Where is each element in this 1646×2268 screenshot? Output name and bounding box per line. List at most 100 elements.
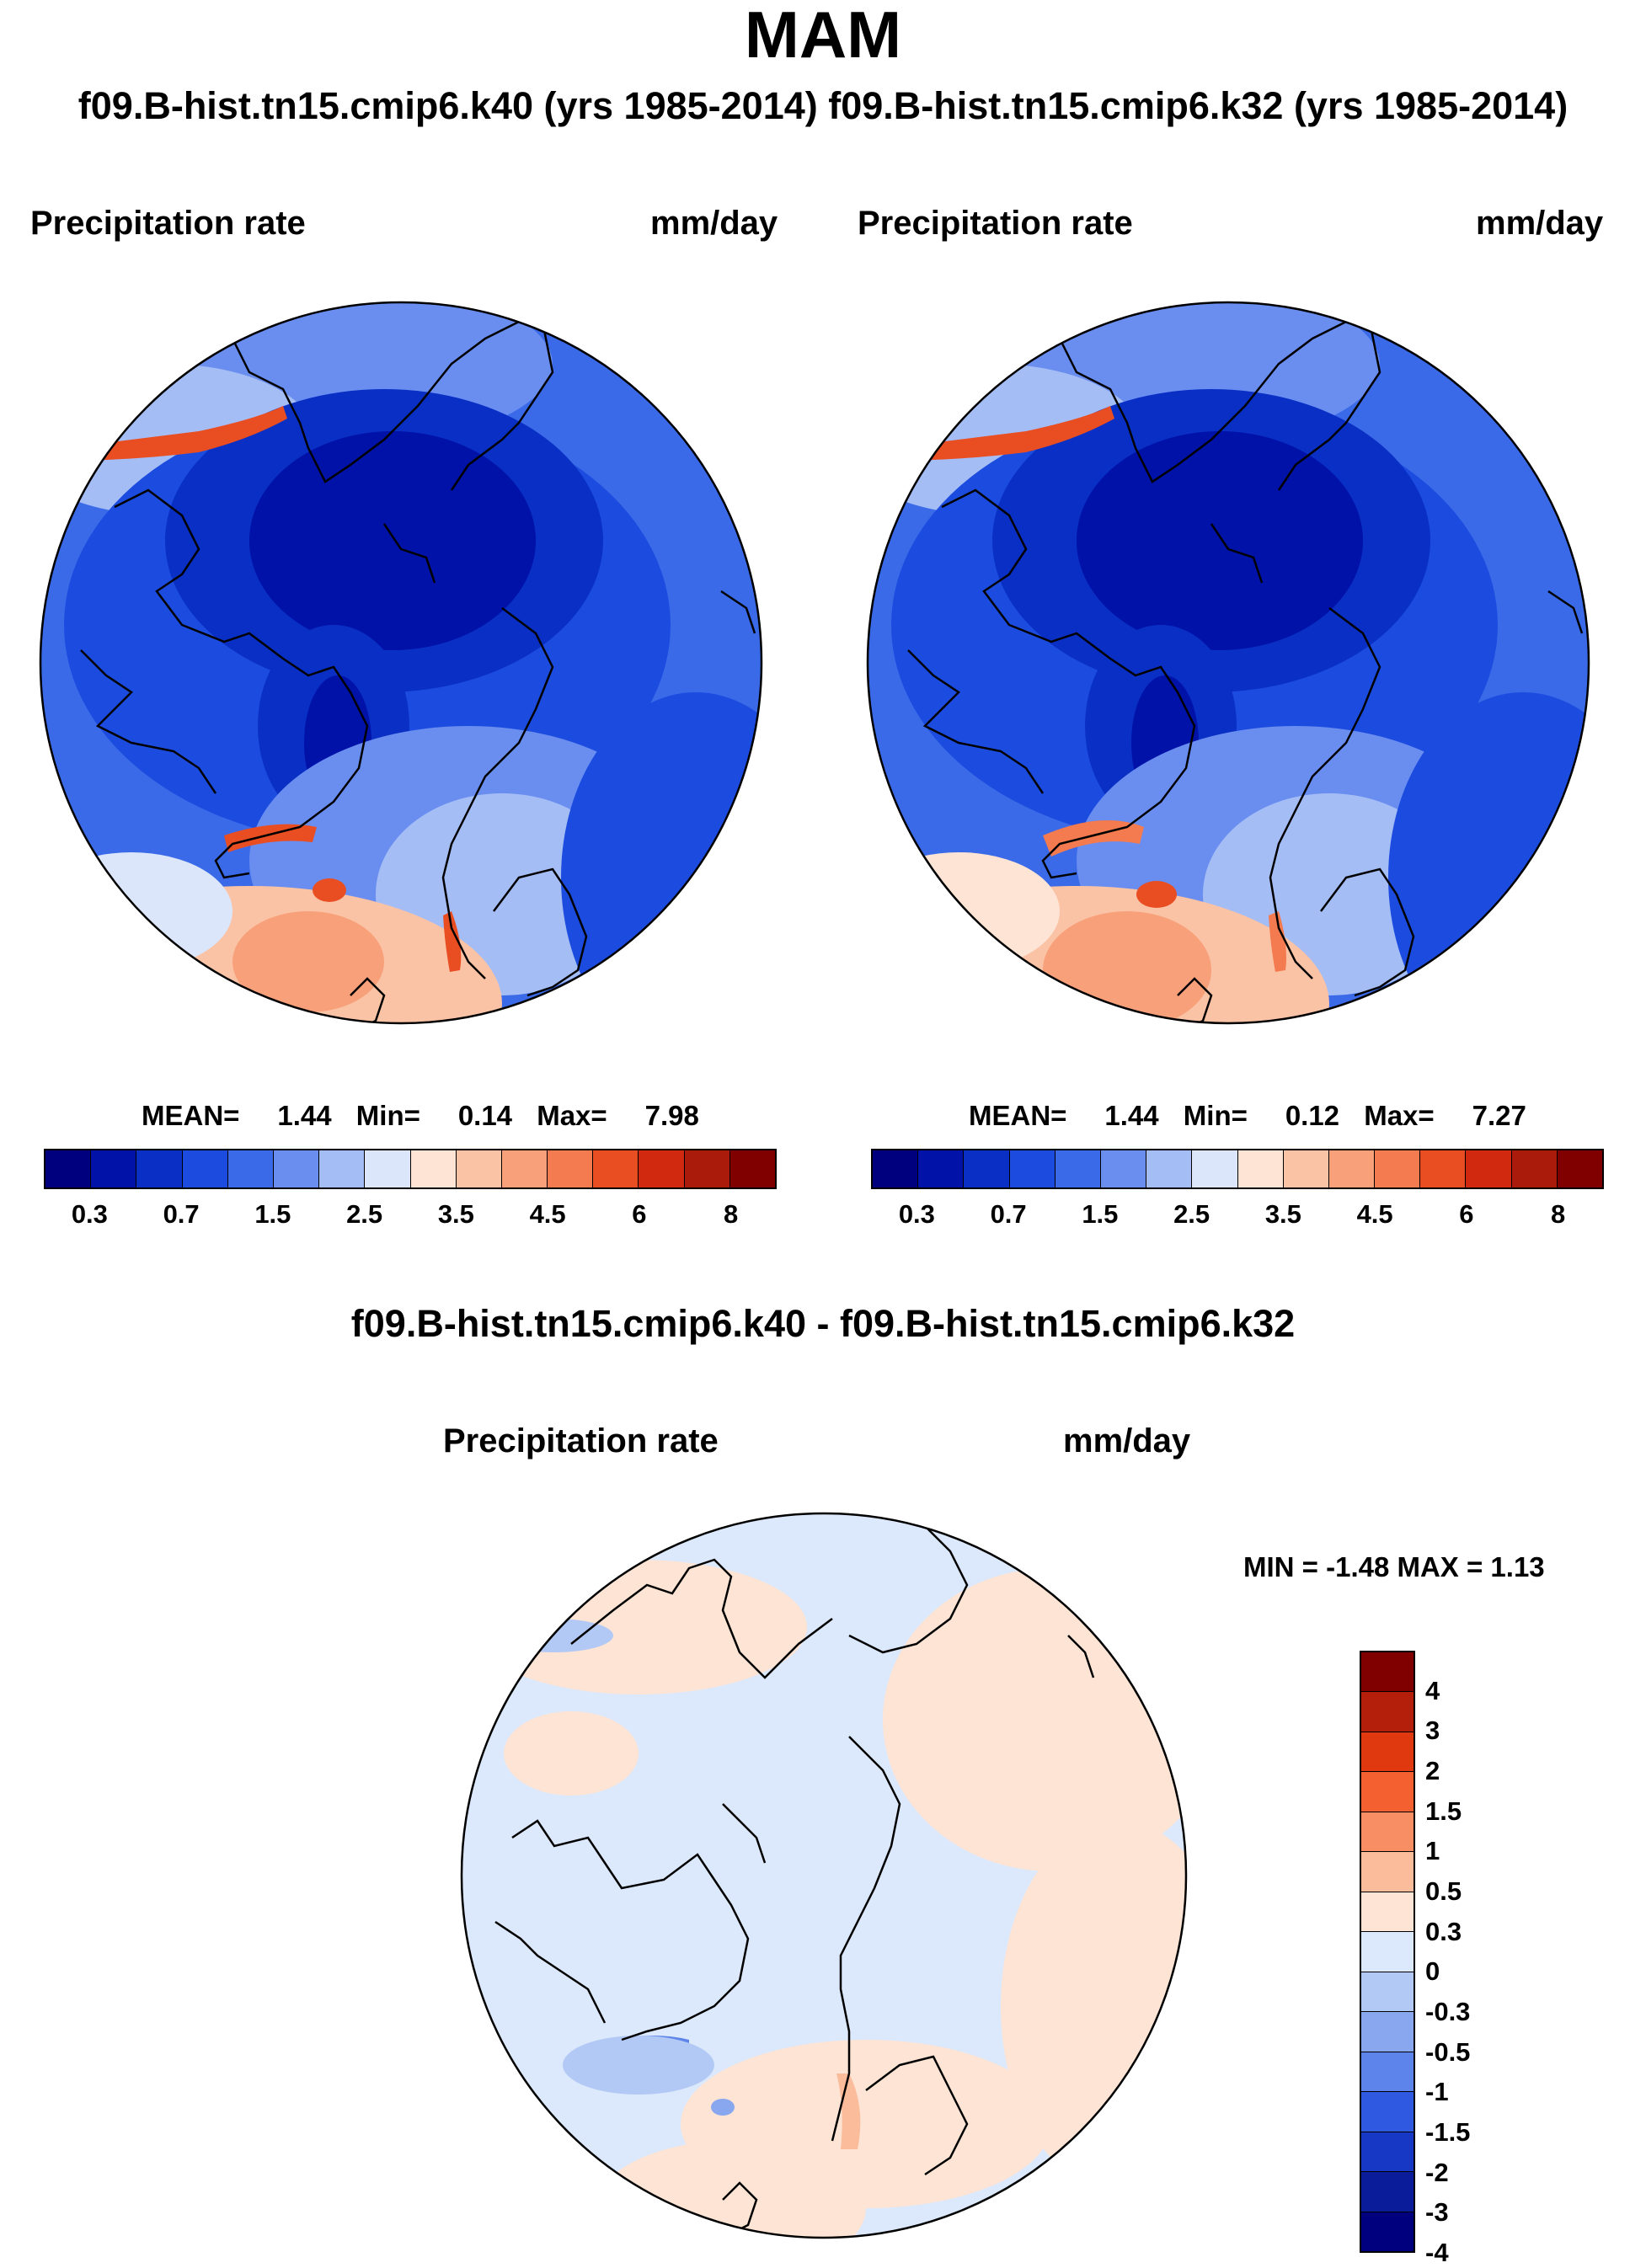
colorbar-tick-label: -1 [1425, 2077, 1449, 2107]
colorbar-tick-label: 4.5 [1356, 1199, 1393, 1229]
colorbar-tick-label: 1.5 [1425, 1796, 1462, 1826]
colorbar-swatch [1055, 1150, 1101, 1187]
colorbar-tick-label: 6 [632, 1199, 647, 1229]
colorbar-swatch [1466, 1150, 1512, 1187]
panel2-mean-label: MEAN= [969, 1100, 1067, 1131]
colorbar-swatch [918, 1150, 965, 1187]
colorbar-tick-label: 1 [1425, 1836, 1440, 1866]
colorbar-swatch [1192, 1150, 1238, 1187]
colorbar-swatch [1283, 1150, 1329, 1187]
colorbar-swatch [1361, 2052, 1414, 2093]
figure-subtitle: f09.B-hist.tn15.cmip6.k40 (yrs 1985-2014… [77, 84, 1569, 127]
panel1-min-label: Min= [355, 1100, 420, 1131]
colorbar-swatch [182, 1150, 228, 1187]
colorbar-swatch [593, 1150, 639, 1187]
colorbar-swatch [456, 1150, 502, 1187]
colorbar-swatch [1361, 1772, 1414, 1812]
colorbar-swatch [873, 1150, 919, 1187]
diff-title: f09.B-hist.tn15.cmip6.k40 - f09.B-hist.t… [350, 1302, 1296, 1345]
colorbar-tick-label: 3.5 [1264, 1199, 1301, 1229]
panel2-max-value: 7.27 [1472, 1100, 1526, 1131]
colorbar-tick-label: -3 [1425, 2197, 1449, 2228]
diff-polar-map [460, 1512, 1188, 2239]
colorbar-tick-label: 8 [724, 1199, 739, 1229]
colorbar-swatch [319, 1150, 366, 1187]
colorbar-swatch [964, 1150, 1010, 1187]
colorbar-swatch [273, 1150, 320, 1187]
colorbar-swatch [365, 1150, 411, 1187]
colorbar-swatch [548, 1150, 594, 1187]
colorbar-swatch [1328, 1150, 1376, 1187]
colorbar-tick-label: 0.5 [1425, 1876, 1462, 1906]
colorbar-swatch [684, 1150, 730, 1187]
colorbar-swatch [1361, 2172, 1414, 2212]
colorbar-tick-label: 2.5 [346, 1199, 383, 1229]
colorbar-swatch [1557, 1150, 1602, 1187]
colorbar-tick-label: 1.5 [254, 1199, 291, 1229]
colorbar-swatch [639, 1150, 685, 1187]
colorbar-swatch [136, 1150, 183, 1187]
colorbar-swatch [45, 1150, 92, 1187]
colorbar-tick-label: 6 [1459, 1199, 1474, 1229]
colorbar-swatch [410, 1150, 457, 1187]
colorbar-tick-label: 0.3 [71, 1199, 108, 1229]
panel2-stats: MEAN= 1.44 Min= 0.12 Max= 7.27 [969, 1100, 1526, 1132]
diff-units-label: mm/day [1063, 1422, 1191, 1460]
colorbar-swatch [1361, 2212, 1414, 2252]
panel2-max-label: Max= [1364, 1100, 1435, 1131]
panel2-min-label: Min= [1183, 1100, 1248, 1131]
diff-colorbar [1360, 1651, 1415, 2253]
colorbar-swatch [1361, 1692, 1414, 1732]
colorbar-swatch [1237, 1150, 1284, 1187]
panel1-mean-value: 1.44 [277, 1100, 332, 1131]
colorbar-tick-label: 0.3 [1425, 1916, 1462, 1946]
colorbar-swatch [1420, 1150, 1467, 1187]
colorbar-swatch [1361, 1972, 1414, 2013]
colorbar-swatch [1511, 1150, 1558, 1187]
colorbar-tick-label: 4 [1425, 1675, 1440, 1705]
figure-title: MAM [744, 0, 902, 72]
panel1-max-value: 7.98 [644, 1100, 699, 1131]
colorbar-swatch [1361, 1852, 1414, 1892]
colorbar-tick-label: -0.3 [1425, 1997, 1471, 2026]
colorbar-tick-label: -2 [1425, 2157, 1449, 2187]
panel2-mean-value: 1.44 [1104, 1100, 1159, 1131]
colorbar-swatch [501, 1150, 548, 1187]
panel1-stats: MEAN= 1.44 Min= 0.14 Max= 7.98 [142, 1100, 699, 1132]
colorbar-tick-label: 4.5 [529, 1199, 566, 1229]
colorbar-swatch [1361, 1652, 1414, 1693]
colorbar-tick-label: 0 [1425, 1956, 1440, 1987]
panel2-variable-label: Precipitation rate [858, 205, 1133, 242]
colorbar-swatch [1100, 1150, 1147, 1187]
colorbar-swatch [1375, 1150, 1421, 1187]
panel1-variable-label: Precipitation rate [30, 205, 306, 242]
panel1-max-label: Max= [537, 1100, 607, 1131]
panel2-units-label: mm/day [1476, 205, 1604, 242]
colorbar-swatch [1361, 1812, 1414, 1853]
panel1-mean-label: MEAN= [142, 1100, 240, 1131]
panel1-units-label: mm/day [650, 205, 778, 242]
colorbar-tick-label: -0.5 [1425, 2036, 1471, 2067]
colorbar-tick-label: 0.3 [898, 1199, 935, 1229]
colorbar-tick-label: 0.7 [990, 1199, 1027, 1229]
colorbar-swatch [1361, 1892, 1414, 1933]
colorbar-tick-label: 3.5 [437, 1199, 474, 1229]
panel2-colorbar [871, 1149, 1604, 1189]
panel1-colorbar [44, 1149, 777, 1189]
diff-min-max: MIN = -1.48 MAX = 1.13 [1243, 1551, 1545, 1582]
colorbar-tick-label: -1.5 [1425, 2117, 1471, 2147]
colorbar-tick-label: -4 [1425, 2238, 1449, 2267]
colorbar-swatch [1361, 2132, 1414, 2173]
colorbar-tick-label: 3 [1425, 1716, 1440, 1746]
colorbar-swatch [729, 1150, 775, 1187]
colorbar-swatch [1361, 1732, 1414, 1773]
panel1-polar-map [39, 301, 763, 1025]
colorbar-swatch [1361, 2092, 1414, 2132]
colorbar-tick-label: 2 [1425, 1756, 1440, 1785]
diff-variable-label: Precipitation rate [443, 1422, 719, 1460]
colorbar-swatch [91, 1150, 137, 1187]
colorbar-swatch [1146, 1150, 1193, 1187]
panel1-min-value: 0.14 [457, 1100, 513, 1131]
colorbar-tick-label: 1.5 [1082, 1199, 1119, 1229]
colorbar-swatch [227, 1150, 274, 1187]
